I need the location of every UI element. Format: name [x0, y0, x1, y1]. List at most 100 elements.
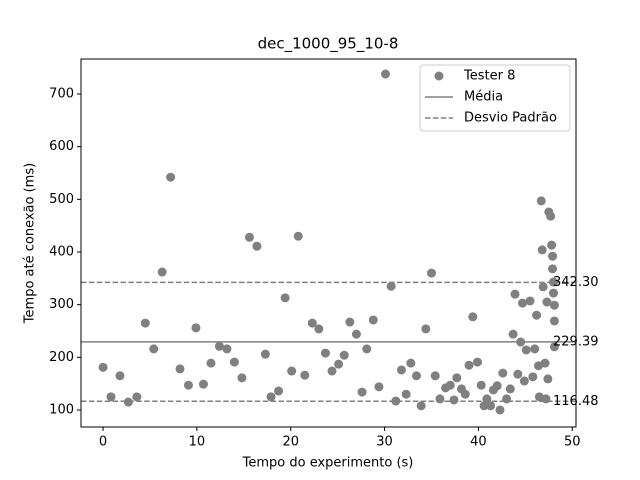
point [357, 387, 367, 397]
point [548, 277, 558, 287]
point [98, 362, 108, 372]
point [548, 264, 558, 274]
point [528, 372, 538, 382]
point [391, 396, 401, 406]
x-tick-label: 10 [189, 435, 206, 450]
point [472, 357, 482, 367]
point [430, 371, 440, 381]
point [521, 345, 531, 355]
point [486, 401, 496, 411]
point [123, 397, 133, 407]
point [464, 360, 474, 370]
point [411, 371, 421, 381]
x-tick-label: 0 [99, 435, 107, 450]
point [115, 371, 125, 381]
point [508, 329, 518, 339]
y-tick-label: 500 [49, 192, 74, 207]
point [468, 312, 478, 322]
point [214, 341, 224, 351]
point [345, 317, 355, 327]
point [530, 344, 540, 354]
y-tick-label: 600 [49, 139, 74, 154]
point [536, 196, 546, 206]
point [183, 380, 193, 390]
point [525, 296, 535, 306]
point [339, 350, 349, 360]
point [381, 69, 391, 79]
point [244, 232, 254, 242]
chart-title: dec_1000_95_10-8 [258, 35, 399, 54]
point [396, 365, 406, 375]
point [362, 344, 372, 354]
point [206, 358, 216, 368]
y-tick-label: 100 [49, 402, 74, 417]
point [334, 359, 344, 369]
y-tick-label: 300 [49, 297, 74, 312]
point [191, 323, 201, 333]
point [547, 240, 557, 250]
y-tick-label: 400 [49, 245, 74, 260]
legend-label: Média [464, 90, 503, 105]
point [386, 281, 396, 291]
point [549, 300, 559, 310]
point [406, 358, 416, 368]
point [449, 395, 459, 405]
point [327, 366, 337, 376]
axes-frame [80, 58, 577, 428]
point [548, 251, 558, 261]
point [549, 342, 559, 352]
point [374, 382, 384, 392]
legend-label: Tester 8 [463, 69, 515, 84]
point [540, 358, 550, 368]
point [510, 289, 520, 299]
y-axis-label: Tempo até conexão (ms) [23, 163, 38, 324]
point [518, 298, 528, 308]
point [260, 349, 270, 359]
point [274, 386, 284, 396]
x-tick-label: 50 [564, 435, 581, 450]
point [320, 348, 330, 358]
point [495, 405, 505, 415]
point [543, 374, 553, 384]
point [307, 318, 317, 328]
point [300, 370, 310, 380]
legend-box [419, 64, 571, 132]
point [421, 324, 431, 334]
point [416, 401, 426, 411]
point [498, 368, 508, 378]
point [542, 297, 552, 307]
point [452, 373, 462, 383]
point [460, 389, 470, 399]
point [502, 394, 512, 404]
point [513, 369, 523, 379]
y-tick-label: 700 [49, 87, 74, 102]
point [505, 384, 515, 394]
point [140, 318, 150, 328]
point [266, 392, 276, 402]
x-tick-label: 30 [376, 435, 393, 450]
point [549, 316, 559, 326]
point [106, 392, 116, 402]
point [537, 245, 547, 255]
point [546, 211, 556, 221]
y-tick-label: 200 [49, 350, 74, 365]
x-tick-label: 40 [470, 435, 487, 450]
point [426, 268, 436, 278]
point [532, 310, 542, 320]
point [237, 373, 247, 383]
point [175, 364, 185, 374]
point [293, 231, 303, 241]
point [252, 241, 262, 251]
legend-marker [434, 71, 444, 81]
point [479, 401, 489, 411]
x-axis-label: Tempo do experimento (s) [242, 456, 414, 471]
point [198, 379, 208, 389]
point [287, 366, 297, 376]
point [149, 344, 159, 354]
point [445, 380, 455, 390]
point [548, 288, 558, 298]
legend-label: Desvio Padrão [464, 111, 557, 126]
point [280, 293, 290, 303]
